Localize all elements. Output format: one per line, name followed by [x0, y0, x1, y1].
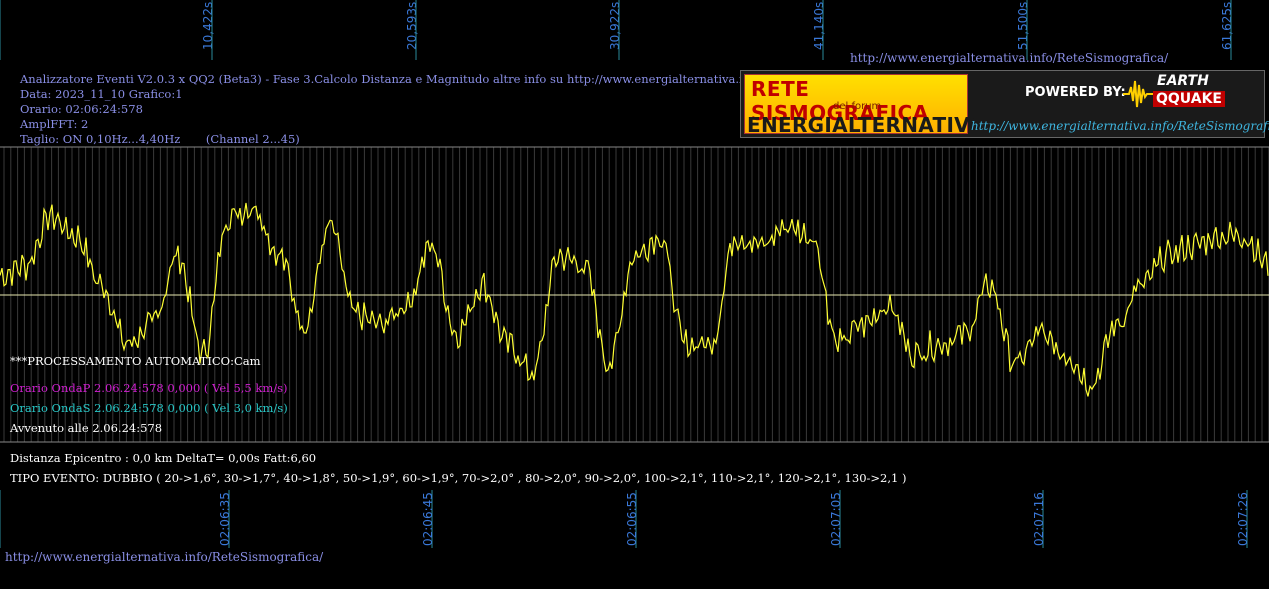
wave-p-time: Orario OndaP 2.06.24:578 0,000 ( Vel 5,5… [10, 381, 288, 395]
logo-title: RETE SISMOGRAFICA [751, 77, 929, 125]
logo-brand-qquake: QQUAKE [1153, 91, 1225, 107]
epicenter-distance: Distanza Epicentro : 0,0 km DeltaT= 0,00… [10, 451, 317, 465]
bottom-tick-label: 02:06:45 [421, 492, 435, 546]
logo-forum-name: ENERGIALTERNATIVA [747, 113, 985, 137]
time-line: Orario: 02:06:24:578 [20, 102, 143, 116]
powered-by-label: POWERED BY: [1025, 85, 1126, 100]
bottom-tick-label: 02:06:55 [625, 492, 639, 546]
bottom-tick-label: 02:06:35 [218, 492, 232, 546]
event-type: TIPO EVENTO: DUBBIO ( 20->1,6°, 30->1,7°… [10, 471, 907, 485]
logo-link[interactable]: http://www.energialternativa.info/ReteSi… [971, 119, 1269, 133]
event-time: Avvenuto alle 2.06.24:578 [10, 421, 163, 435]
bottom-tick-label: 02:07:16 [1032, 492, 1046, 546]
bottom-tick-label: 02:07:26 [1236, 492, 1250, 546]
wave-s-time: Orario OndaS 2.06.24:578 0,000 ( Vel 3,0… [10, 401, 288, 415]
logo-banner: RETE SISMOGRAFICA del forum ENERGIALTERN… [744, 74, 984, 137]
filter-line: Taglio: ON 0,10Hz...4,40Hz (Channel 2...… [20, 132, 300, 146]
analyzer-title: Analizzatore Eventi V2.0.3 x QQ2 (Beta3)… [20, 72, 821, 86]
logo-subtitle: del forum [833, 101, 882, 112]
auto-processing-label: ***PROCESSAMENTO AUTOMATICO:Cam [10, 354, 261, 368]
bottom-tick-label: 02:07:05 [829, 492, 843, 546]
rete-sismografica-logo: RETE SISMOGRAFICA del forum ENERGIALTERN… [740, 70, 1269, 138]
seismograph-icon [1123, 80, 1163, 108]
logo-brand-earth: EARTH [1157, 73, 1209, 89]
date-line: Data: 2023_11_10 Grafico:1 [20, 87, 183, 101]
seismic-trace [0, 202, 1269, 397]
amplfft-line: AmplFFT: 2 [20, 117, 89, 131]
top-link[interactable]: http://www.energialternativa.info/ReteSi… [850, 51, 1169, 65]
footer-link[interactable]: http://www.energialternativa.info/ReteSi… [5, 550, 324, 564]
